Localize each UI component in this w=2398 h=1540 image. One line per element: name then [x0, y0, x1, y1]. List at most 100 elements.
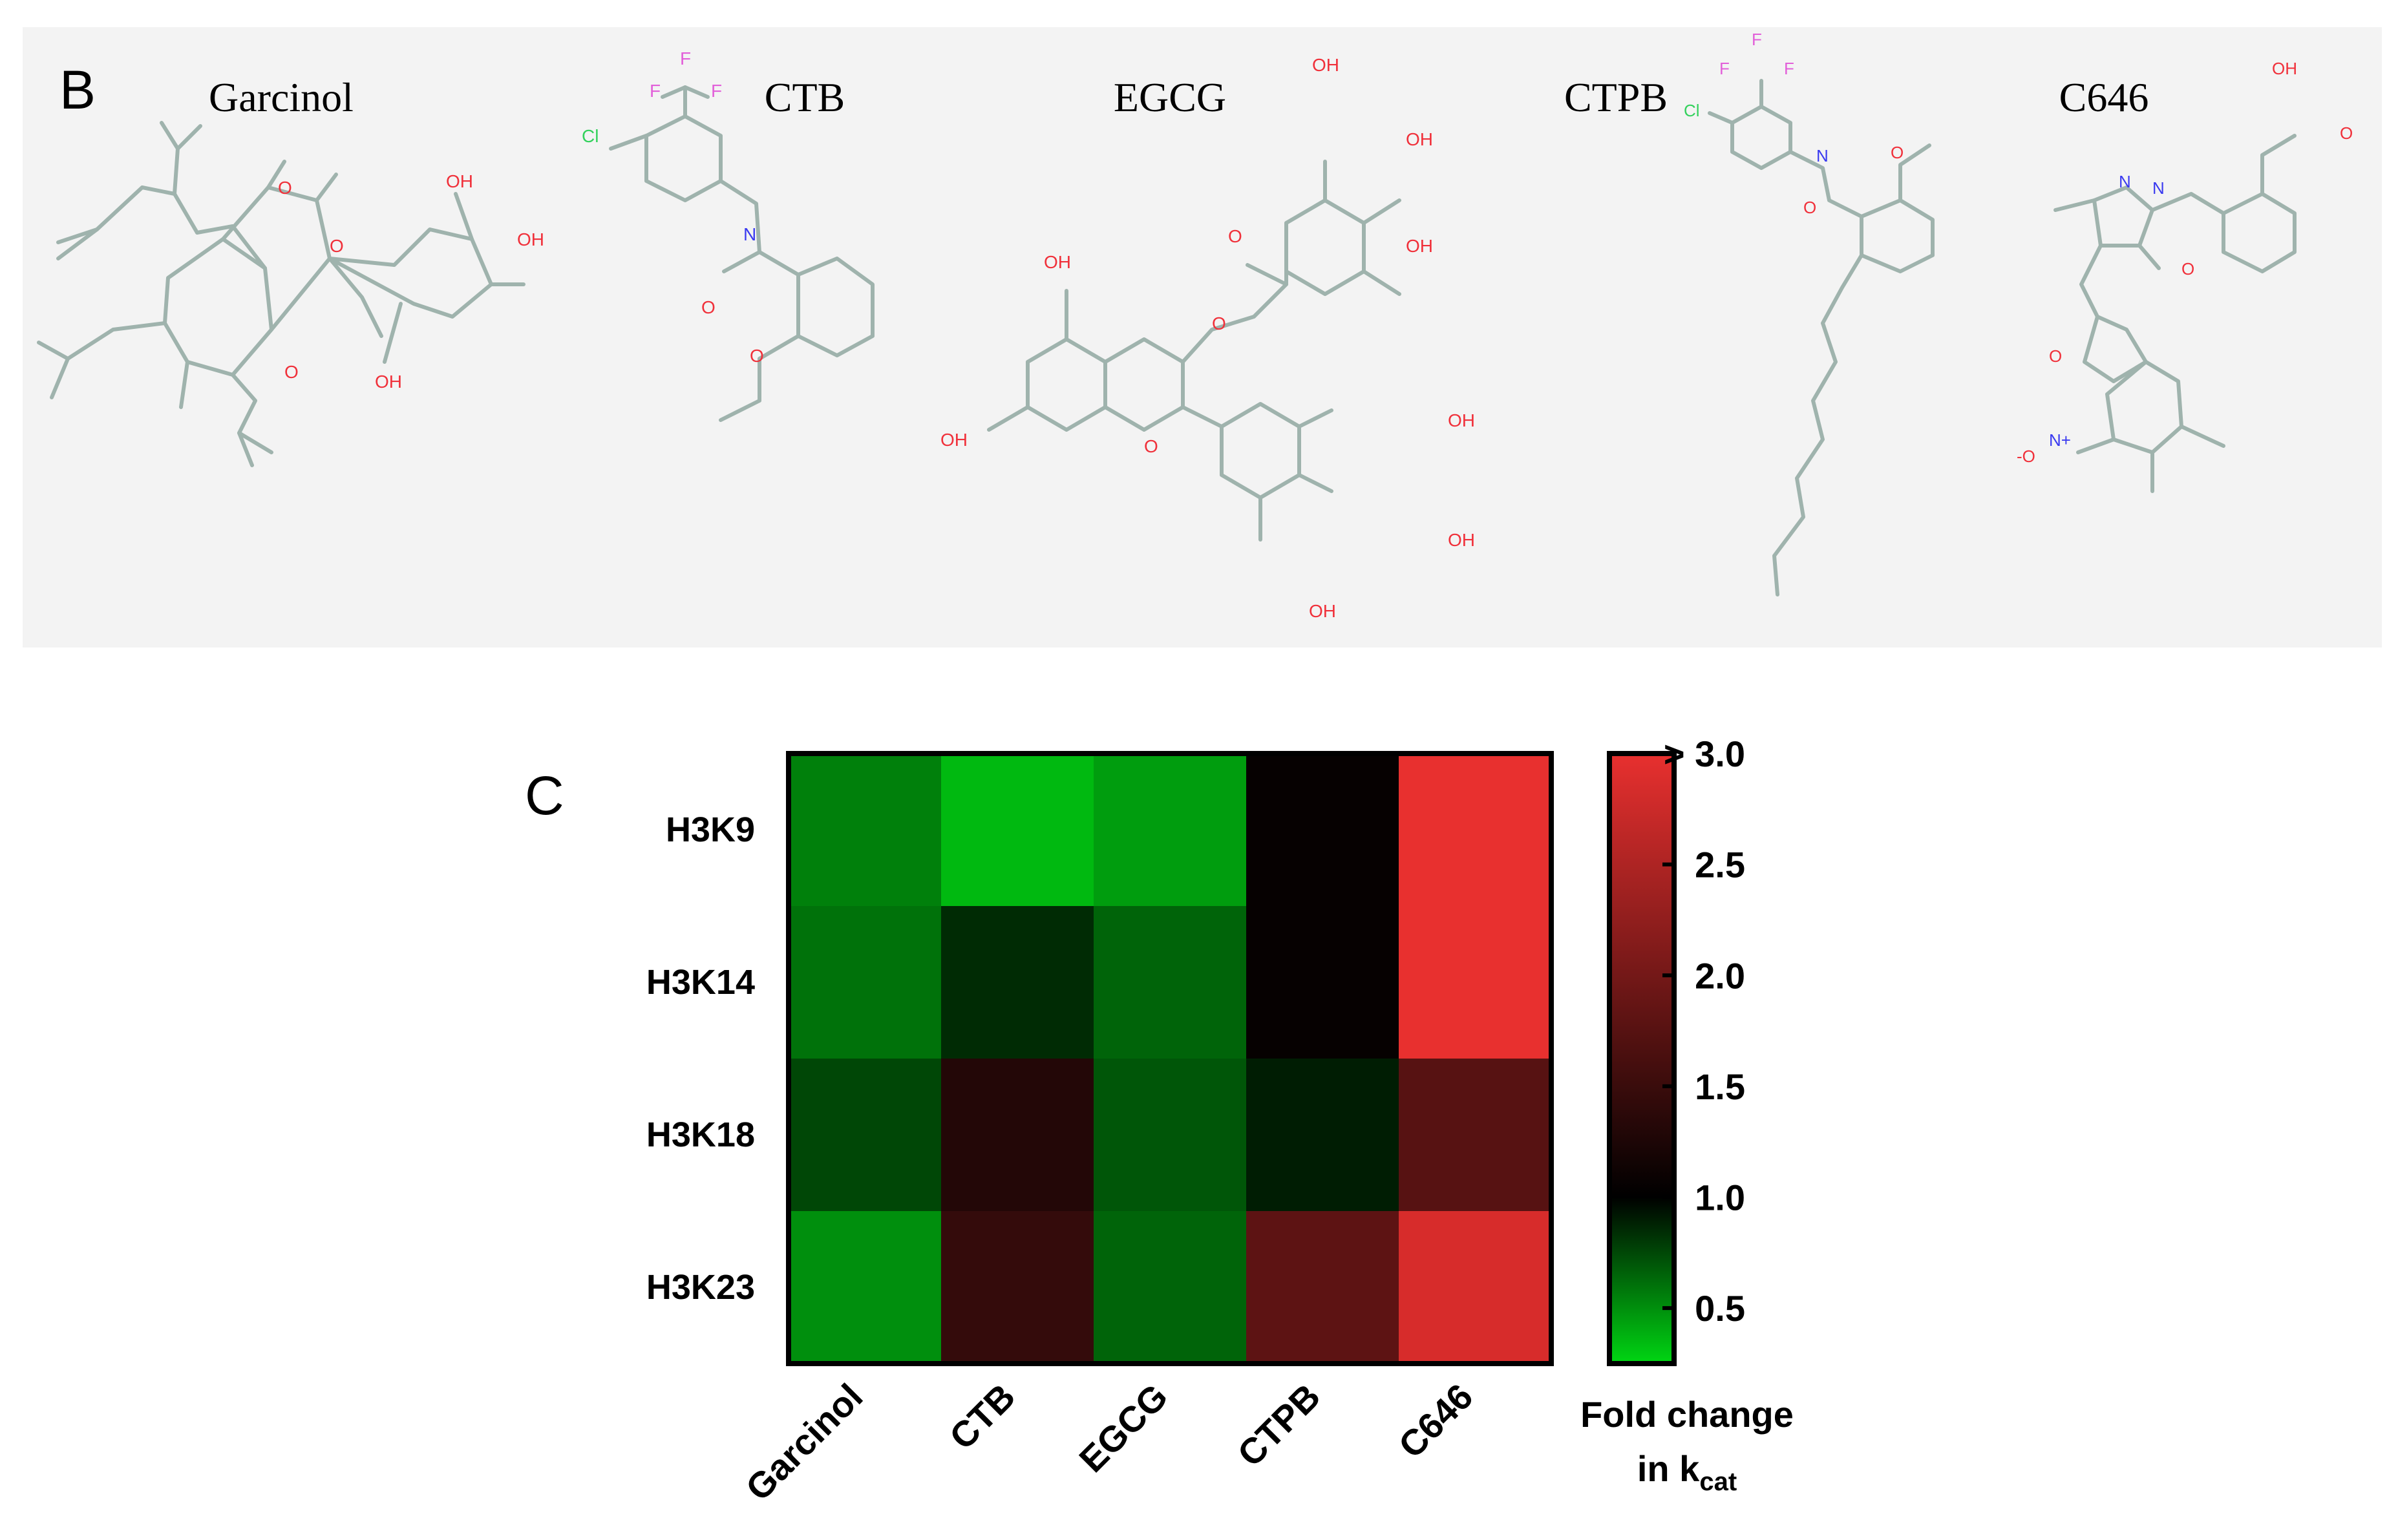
column-label-c646: C646: [1390, 1376, 1480, 1466]
row-labels: H3K9 H3K14 H3K18 H3K23: [646, 810, 755, 1307]
compound-name-garcinol: Garcinol: [209, 74, 354, 120]
heatmap-cells: [789, 754, 1552, 1364]
heatmap-cell-h3k14-garcinol: [789, 906, 942, 1059]
ctpb-fluorine-label: F: [1752, 30, 1762, 49]
colorbar-title-prefix: in k: [1637, 1448, 1700, 1489]
colorbar-tick-label: 0.5: [1695, 1288, 1745, 1329]
c646-oxygen-label: O: [2181, 259, 2194, 279]
colorbar-title-subscript: cat: [1699, 1468, 1737, 1496]
heatmap-cell-h3k23-ctpb: [1246, 1211, 1399, 1364]
garcinol-oxygen-label: O: [284, 362, 299, 382]
ctb-nitrogen-label: N: [743, 224, 756, 244]
c646-atoms: OH O N N O O N+ -O: [2017, 59, 2353, 466]
panel-b-letter: B: [59, 59, 96, 120]
heatmap-cell-h3k23-egcg: [1094, 1211, 1247, 1364]
heatmap-cell-h3k23-c646: [1399, 1211, 1552, 1364]
colorbar-title-line2: in kcat: [1637, 1448, 1737, 1496]
egcg-hydroxyl-label: OH: [1448, 530, 1475, 550]
egcg-hydroxyl-label: OH: [1044, 252, 1071, 272]
column-label-ctb: CTB: [942, 1376, 1023, 1457]
compound-name-c646: C646: [2059, 74, 2149, 120]
egcg-hydroxyl-label: OH: [1406, 236, 1433, 256]
compound-name-ctb: CTB: [765, 74, 845, 120]
c646-oxygen-label: O: [2049, 346, 2062, 366]
garcinol-hydroxyl-label: OH: [375, 372, 402, 392]
heatmap-cell-h3k18-egcg: [1094, 1059, 1247, 1212]
c646-nitrogen-label: N: [2119, 172, 2131, 191]
column-labels: Garcinol CTB EGCG CTPB C646: [737, 1376, 1480, 1508]
ctb-atoms: F F F Cl N O O: [582, 48, 764, 366]
heatmap-cell-h3k14-egcg: [1094, 906, 1247, 1059]
c646-oxide-label: -O: [2017, 447, 2035, 466]
ctb-oxygen-label: O: [701, 297, 716, 317]
heatmap-cell-h3k9-egcg: [1094, 754, 1247, 907]
ctpb-nitrogen-label: N: [1816, 146, 1829, 165]
colorbar-title-line1: Fold change: [1580, 1394, 1794, 1435]
egcg-oxygen-label: O: [1228, 226, 1242, 246]
egcg-atoms: OH OH O O O OH OH OH OH OH OH: [940, 55, 1475, 621]
colorbar-tick-label: > 3.0: [1664, 733, 1745, 774]
colorbar-title: Fold change in kcat: [1580, 1394, 1794, 1496]
ctb-oxygen-label: O: [750, 346, 764, 366]
column-label-egcg: EGCG: [1071, 1376, 1175, 1480]
c646-nitro-label: N+: [2049, 430, 2071, 450]
heatmap-cell-h3k18-garcinol: [789, 1059, 942, 1212]
ctpb-structure-icon: [1708, 79, 1935, 596]
heatmap-cell-h3k14-ctpb: [1246, 906, 1399, 1059]
heatmap-cell-h3k9-ctb: [941, 754, 1094, 907]
colorbar-tick-label: 1.0: [1695, 1177, 1745, 1218]
c646-structure-icon: [2053, 134, 2297, 493]
egcg-hydroxyl-label: OH: [1312, 55, 1339, 75]
ctb-chlorine-label: Cl: [582, 126, 599, 146]
heatmap-cell-h3k14-ctb: [941, 906, 1094, 1059]
heatmap-frame: [786, 751, 1554, 1366]
garcinol-oxygen-label: O: [278, 178, 292, 198]
row-label-h3k18: H3K18: [646, 1115, 755, 1154]
ctpb-oxygen-label: O: [1891, 143, 1904, 162]
row-label-h3k9: H3K9: [666, 810, 755, 849]
ctb-fluorine-label: F: [650, 81, 661, 101]
ctb-fluorine-label: F: [711, 81, 722, 101]
egcg-structure-icon: [987, 160, 1401, 542]
heatmap-cell-h3k14-c646: [1399, 906, 1552, 1059]
colorbar-frame: [1607, 751, 1677, 1366]
heatmap-cell-h3k18-ctb: [941, 1059, 1094, 1212]
garcinol-atoms: O O O OH OH OH: [278, 171, 544, 392]
column-label-garcinol: Garcinol: [737, 1376, 870, 1508]
colorbar: [1609, 754, 1674, 1364]
colorbar-tick-label: 2.0: [1695, 955, 1745, 996]
egcg-hydroxyl-label: OH: [1448, 410, 1475, 430]
heatmap-cell-h3k9-c646: [1399, 754, 1552, 907]
c646-nitrogen-label: N: [2152, 178, 2165, 198]
row-label-h3k14: H3K14: [646, 963, 755, 1002]
colorbar-tick-label: 2.5: [1695, 845, 1745, 885]
garcinol-hydroxyl-label: OH: [446, 171, 473, 191]
ctpb-atoms: F F F Cl N O O: [1684, 30, 1904, 217]
compound-name-ctpb: CTPB: [1564, 74, 1668, 120]
egcg-oxygen-label: O: [1212, 313, 1226, 333]
egcg-hydroxyl-label: OH: [1406, 129, 1433, 149]
ctpb-fluorine-label: F: [1784, 59, 1794, 78]
heatmap-cell-h3k23-ctb: [941, 1211, 1094, 1364]
panel-b: B Garcinol CTB EGCG CTPB C646: [23, 27, 2382, 648]
panel-c: C H3K9 H3K14 H3K18 H3K23 Garcinol CTB EG…: [525, 733, 1794, 1508]
compound-name-egcg: EGCG: [1114, 74, 1226, 120]
egcg-oxygen-label: O: [1144, 436, 1158, 456]
ctpb-chlorine-label: Cl: [1684, 101, 1700, 120]
egcg-hydroxyl-label: OH: [1309, 601, 1336, 621]
egcg-hydroxyl-label: OH: [940, 430, 968, 450]
row-label-h3k23: H3K23: [646, 1268, 755, 1307]
heatmap-cell-h3k18-ctpb: [1246, 1059, 1399, 1212]
colorbar-tick-label: 1.5: [1695, 1066, 1745, 1107]
garcinol-structure-icon: [37, 121, 525, 467]
column-label-ctpb: CTPB: [1229, 1376, 1328, 1474]
garcinol-hydroxyl-label: OH: [517, 229, 544, 249]
panel-c-letter: C: [525, 765, 564, 826]
c646-oxygen-label: O: [2340, 123, 2353, 143]
ctpb-oxygen-label: O: [1803, 198, 1816, 217]
heatmap-cell-h3k18-c646: [1399, 1059, 1552, 1212]
c646-hydroxyl-label: OH: [2272, 59, 2297, 78]
ctb-structure-icon: [609, 85, 875, 422]
garcinol-oxygen-label: O: [330, 236, 344, 256]
